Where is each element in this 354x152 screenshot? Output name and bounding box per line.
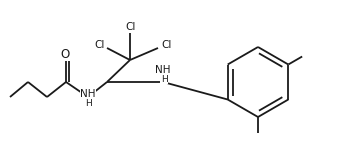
Text: Cl: Cl: [162, 40, 172, 50]
Text: O: O: [61, 47, 70, 60]
Text: NH: NH: [80, 89, 96, 99]
Text: Cl: Cl: [95, 40, 105, 50]
Text: Cl: Cl: [126, 22, 136, 32]
Text: H: H: [86, 100, 92, 109]
Text: NH: NH: [155, 65, 171, 75]
Text: H: H: [161, 74, 167, 83]
